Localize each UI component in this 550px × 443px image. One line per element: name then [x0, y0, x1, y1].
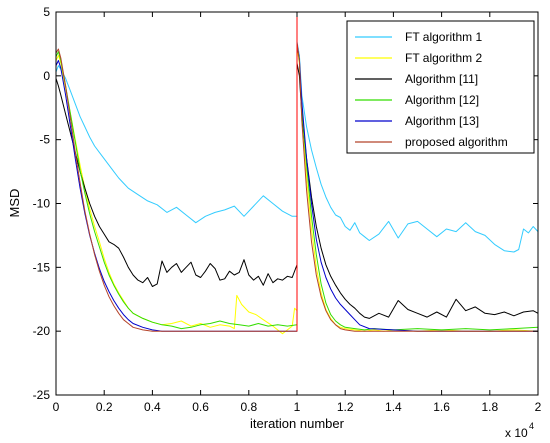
y-tick-label: -15 [33, 260, 51, 274]
x-tick-label: 0.8 [240, 400, 257, 414]
y-axis-label: MSD [7, 189, 22, 218]
x-tick-label: 0.2 [96, 400, 113, 414]
x-tick-label: 1.6 [433, 400, 450, 414]
x-tick-label: 2 [535, 400, 542, 414]
y-tick-label: 5 [43, 5, 50, 19]
series-line-3 [56, 62, 538, 319]
y-tick-label: -5 [39, 133, 50, 147]
x-axis-multiplier: x 10 [505, 426, 528, 440]
y-tick-label: -20 [33, 324, 51, 338]
series-line-6 [56, 42, 538, 332]
series-line-4 [56, 43, 538, 331]
x-axis-multiplier-exponent: 4 [529, 421, 534, 431]
x-tick-label: 1.2 [337, 400, 354, 414]
legend-label-4: Algorithm [12] [405, 93, 479, 107]
x-axis-label: iteration number [250, 416, 345, 431]
x-axis: 0 0.2 0.4 0.6 0.8 1 1.2 1.4 1.6 1.8 2 [53, 12, 542, 414]
series-layer [56, 40, 538, 335]
x-tick-label: 0 [53, 400, 60, 414]
y-axis: 5 0 -5 -10 -15 -20 -25 [33, 5, 538, 402]
legend-label-3: Algorithm [11] [405, 72, 478, 86]
legend-label-1: FT algorithm 1 [405, 30, 482, 44]
series-line-2 [56, 47, 538, 335]
y-tick-label: -10 [33, 197, 51, 211]
x-tick-label: 1 [294, 400, 301, 414]
x-tick-label: 1.8 [481, 400, 498, 414]
x-tick-label: 0.6 [192, 400, 209, 414]
y-tick-label: -25 [33, 388, 51, 402]
legend-label-2: FT algorithm 2 [405, 51, 482, 65]
x-tick-label: 0.4 [144, 400, 161, 414]
y-tick-label: 0 [43, 69, 50, 83]
legend-label-5: Algorithm [13] [405, 114, 479, 128]
legend-label-6: proposed algorithm [405, 135, 508, 149]
x-tick-label: 1.4 [385, 400, 402, 414]
legend-box [346, 20, 535, 154]
legend: FT algorithm 1 FT algorithm 2 Algorithm [1… [346, 20, 535, 154]
